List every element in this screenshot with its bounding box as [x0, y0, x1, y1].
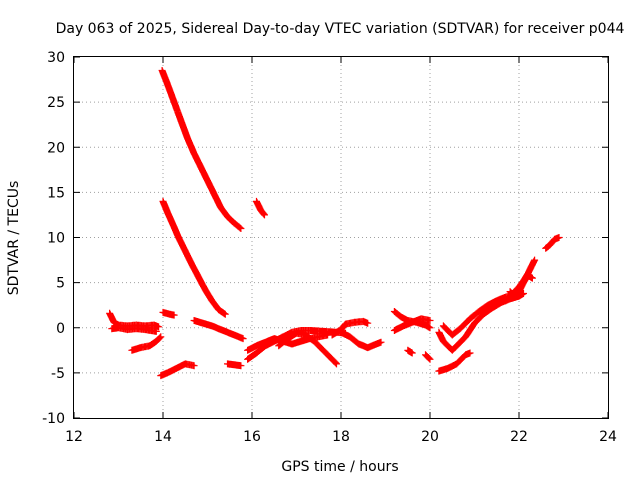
y-tick-label: 30 — [47, 50, 65, 66]
chart-title: Day 063 of 2025, Sidereal Day-to-day VTE… — [56, 21, 625, 37]
series-arc-9 — [190, 317, 247, 343]
series-arc-15 — [337, 328, 385, 352]
series-arc-8 — [159, 308, 178, 319]
data-point-markers — [506, 271, 536, 300]
data-point-markers — [158, 67, 245, 232]
series-arc-19 — [422, 351, 434, 363]
axis-ticks: 12 14 16 18 20 22 24 -10 -5 0 5 10 15 20 25 30 — [42, 50, 617, 445]
data-point-markers — [159, 197, 229, 318]
grid — [74, 57, 608, 418]
data-point-markers — [422, 351, 434, 363]
y-tick-label: 5 — [56, 276, 65, 292]
y-tick-label: 0 — [56, 321, 65, 337]
data-point-markers — [190, 317, 247, 343]
data-point-markers — [542, 234, 563, 252]
x-tick-label: 12 — [65, 429, 83, 445]
data-point-markers — [275, 329, 340, 368]
data-point-markers — [435, 349, 474, 375]
x-tick-label: 16 — [243, 429, 261, 445]
y-tick-label: -10 — [42, 411, 65, 427]
y-axis-label: SDTVAR / TECUs — [6, 181, 22, 296]
series-arc-2 — [253, 197, 268, 219]
x-axis-label: GPS time / hours — [281, 459, 398, 475]
series-arc-22 — [439, 291, 518, 339]
plot-frame — [73, 56, 609, 419]
data-point-markers — [224, 360, 245, 370]
series-arc-13 — [275, 329, 340, 368]
data-point-markers — [128, 333, 165, 354]
x-tick-label: 22 — [510, 429, 528, 445]
y-tick-label: 20 — [47, 140, 65, 156]
series-arc-14 — [328, 317, 372, 339]
series-arc-20 — [435, 349, 474, 375]
series-arc-24 — [506, 271, 536, 300]
series-arc-7 — [157, 360, 198, 380]
y-tick-label: -5 — [51, 366, 65, 382]
data-point-markers — [337, 328, 385, 352]
x-tick-label: 24 — [599, 429, 617, 445]
y-tick-label: 15 — [47, 185, 65, 201]
y-tick-label: 25 — [47, 95, 65, 111]
series-arc-6 — [128, 333, 165, 354]
y-tick-label: 10 — [47, 231, 65, 247]
series-arc-3 — [159, 197, 229, 318]
data-point-markers — [404, 346, 416, 357]
series-arc-25 — [542, 234, 563, 252]
series-arc-5 — [108, 324, 160, 335]
data-point-markers — [328, 317, 372, 339]
data-point-markers — [390, 315, 434, 334]
data-point-markers — [435, 290, 527, 354]
data-point-markers — [159, 308, 178, 319]
series-arc-21 — [435, 290, 527, 354]
data-point-markers — [157, 360, 198, 380]
data-point-markers — [439, 291, 518, 339]
series-arc-18 — [404, 346, 416, 357]
data-point-markers — [108, 324, 160, 335]
data-point-markers — [253, 197, 268, 219]
series-arc-17 — [390, 315, 434, 334]
series-arc-1 — [158, 67, 245, 232]
x-tick-label: 20 — [421, 429, 439, 445]
x-tick-label: 18 — [332, 429, 350, 445]
series-arc-10 — [224, 360, 245, 370]
data-points — [106, 67, 563, 380]
x-tick-label: 14 — [154, 429, 172, 445]
